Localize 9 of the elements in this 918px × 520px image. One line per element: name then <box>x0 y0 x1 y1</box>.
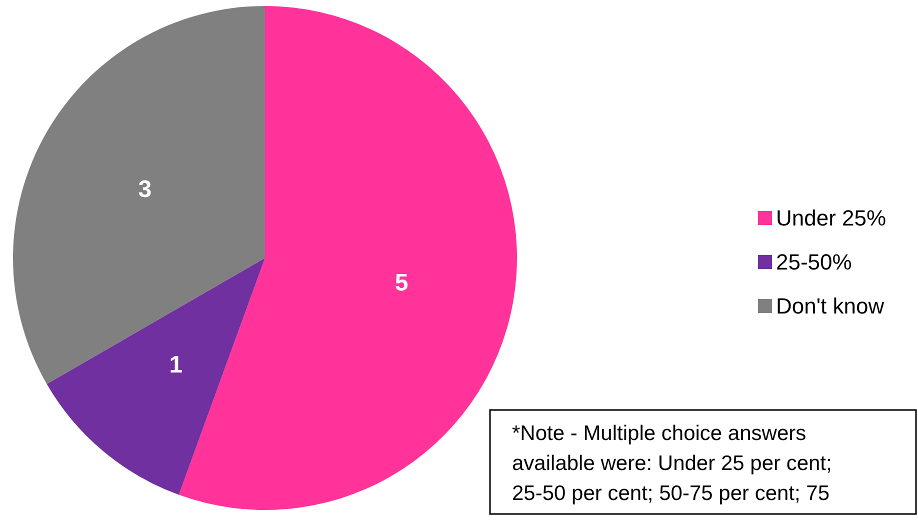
data-label: 3 <box>138 176 152 204</box>
legend-label: Under 25% <box>776 206 886 231</box>
legend-label: 25-50% <box>776 250 852 275</box>
pie-slice <box>46 258 265 495</box>
legend-label: Don't know <box>776 294 884 319</box>
text: *Note - Multiple choice answers available were: Under 25 per cent; 25-50 per cent; 50-75 per cent; 75 <box>512 422 832 505</box>
pie-slice <box>13 6 265 384</box>
data-label: 5 <box>394 269 408 296</box>
data-label: 1 <box>169 352 183 379</box>
